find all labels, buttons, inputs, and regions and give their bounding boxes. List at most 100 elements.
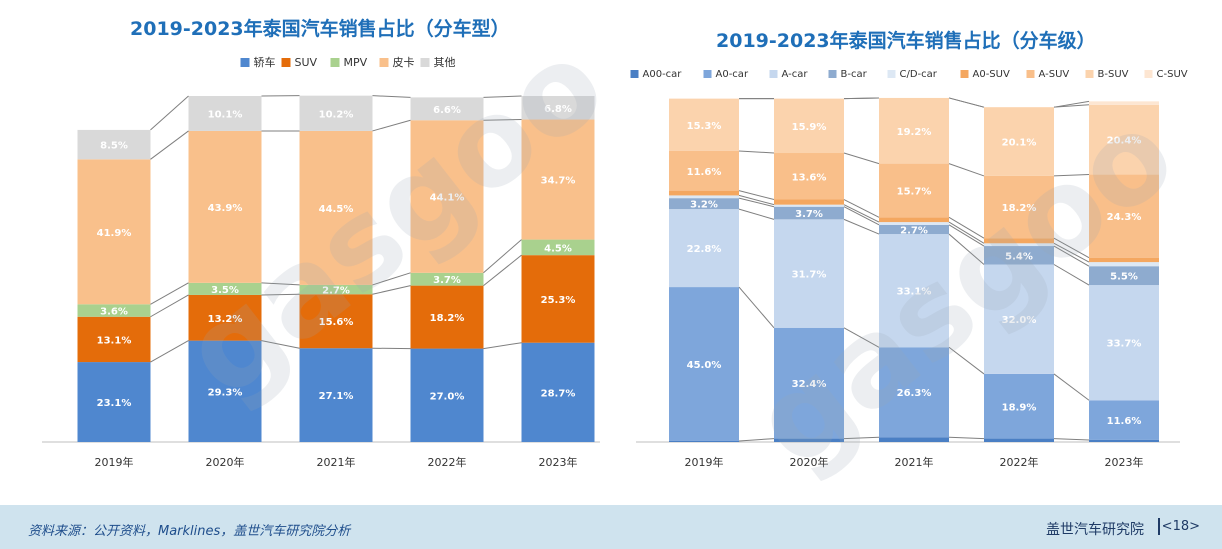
vehicle-type-stacked-bar-chart: 轿车 SUV MPV 皮卡 其他 23.1% 13.1% 3.6% 41.9% 8.5% 2019年… [42,55,600,469]
legend-swatch [828,70,837,78]
bar-segment [521,119,595,240]
bar-segment [669,190,739,196]
data-label: 44.5% [319,204,354,215]
data-label: 18.9% [1002,402,1037,413]
bar-segment [879,222,949,225]
bar-segment [984,238,1054,244]
footer-bar: 资料来源：公开资料，Marklines，盖世汽车研究院分析 盖世汽车研究院 <1… [0,505,1222,549]
bar-segment [410,348,484,442]
bar-segment [1089,285,1159,401]
bar-segment [1089,400,1159,440]
data-label: 11.6% [1107,416,1142,427]
series-connector-line [483,119,522,121]
series-connector-line [372,285,411,295]
bar-segment [299,130,373,285]
data-label: 3.7% [433,275,461,286]
chart-title-vehicle-type: 2019-2023年泰国汽车销售占比（分车型） [130,18,510,40]
series-connector-line [150,130,189,160]
bar-segment [299,284,373,295]
legend-swatch [630,70,639,78]
series-connector-line [261,282,300,286]
series-connector-line [948,221,985,244]
series-connector-line [483,239,522,274]
series-connector-line [1053,245,1090,267]
footer-separator [1158,518,1160,535]
data-label: 25.3% [541,295,576,306]
legend-label: SUV [295,56,318,69]
bar-segment [669,98,739,151]
data-label: 18.2% [1002,203,1037,214]
bar-segment [77,159,151,305]
bar-segment [879,347,949,438]
series-connector-line [843,199,880,218]
data-label: 3.7% [795,209,823,220]
legend-swatch [330,58,340,67]
legend-label: 皮卡 [393,56,415,69]
data-label: 15.6% [319,317,354,328]
series-connector-line [738,438,775,442]
series-connector-line [738,190,775,201]
series-connector-line [1053,438,1090,441]
series-connector-line [483,95,522,98]
series-connector-line [1053,237,1090,259]
data-label: 3.5% [211,285,239,296]
bar-segment [1089,439,1159,442]
bar-segment [521,239,595,256]
bar-segment [879,437,949,442]
series-connector-line [843,218,880,235]
bar-segment [774,98,844,154]
data-label: 31.7% [792,270,827,281]
bar-segment [774,327,844,439]
series-connector-line [150,294,189,318]
data-label: 24.3% [1107,212,1142,223]
bar-segment [669,287,739,441]
series-connector-line [1053,242,1090,263]
legend-swatch [703,70,712,78]
bar-segment [1089,101,1159,105]
data-label: 4.5% [544,243,572,254]
series-connector-line [150,340,189,363]
bar-segment [1089,266,1159,286]
bar-segment [879,224,949,235]
bar-segment [77,362,151,442]
legend-swatch [960,70,969,78]
legend-label: A-car [782,69,809,80]
series-connector-line [150,282,189,305]
legend-label: 其他 [434,56,456,69]
series-connector-line [1053,373,1090,401]
series-connector-line [948,216,985,239]
bar-segment [77,304,151,317]
data-label: 34.7% [541,176,576,187]
legend-swatch [281,58,291,67]
bar-segment [77,316,151,363]
data-label: 41.9% [97,228,132,239]
series-connector-line [843,436,880,440]
legend-swatch [1026,70,1035,78]
series-connector-line [738,150,775,154]
bar-segment [188,130,262,283]
data-label: 22.8% [687,244,722,255]
x-tick-label: 2022年 [428,455,467,469]
data-label: 33.7% [1107,339,1142,350]
series-connector-line [738,197,775,208]
bar-segment [984,246,1054,265]
data-label: 33.1% [897,287,932,298]
bar-segment [410,272,484,286]
series-connector-line [738,194,775,206]
bar-segment [1089,262,1159,267]
data-label: 32.0% [1002,315,1037,326]
data-label: 23.1% [97,398,132,409]
legend-label: B-SUV [1098,69,1129,80]
data-label: 3.2% [690,200,718,211]
data-label: 15.7% [897,186,932,197]
page-number: <18> [1161,519,1200,534]
bar-segment [521,342,595,442]
bar-segment [984,438,1054,442]
bar-segment [774,438,844,442]
bar-segment [1089,257,1159,263]
bar-segment [984,243,1054,247]
legend-swatch [1144,70,1153,78]
data-label: 20.4% [1107,136,1142,147]
series-connector-line [261,293,300,296]
bar-segment [984,373,1054,439]
